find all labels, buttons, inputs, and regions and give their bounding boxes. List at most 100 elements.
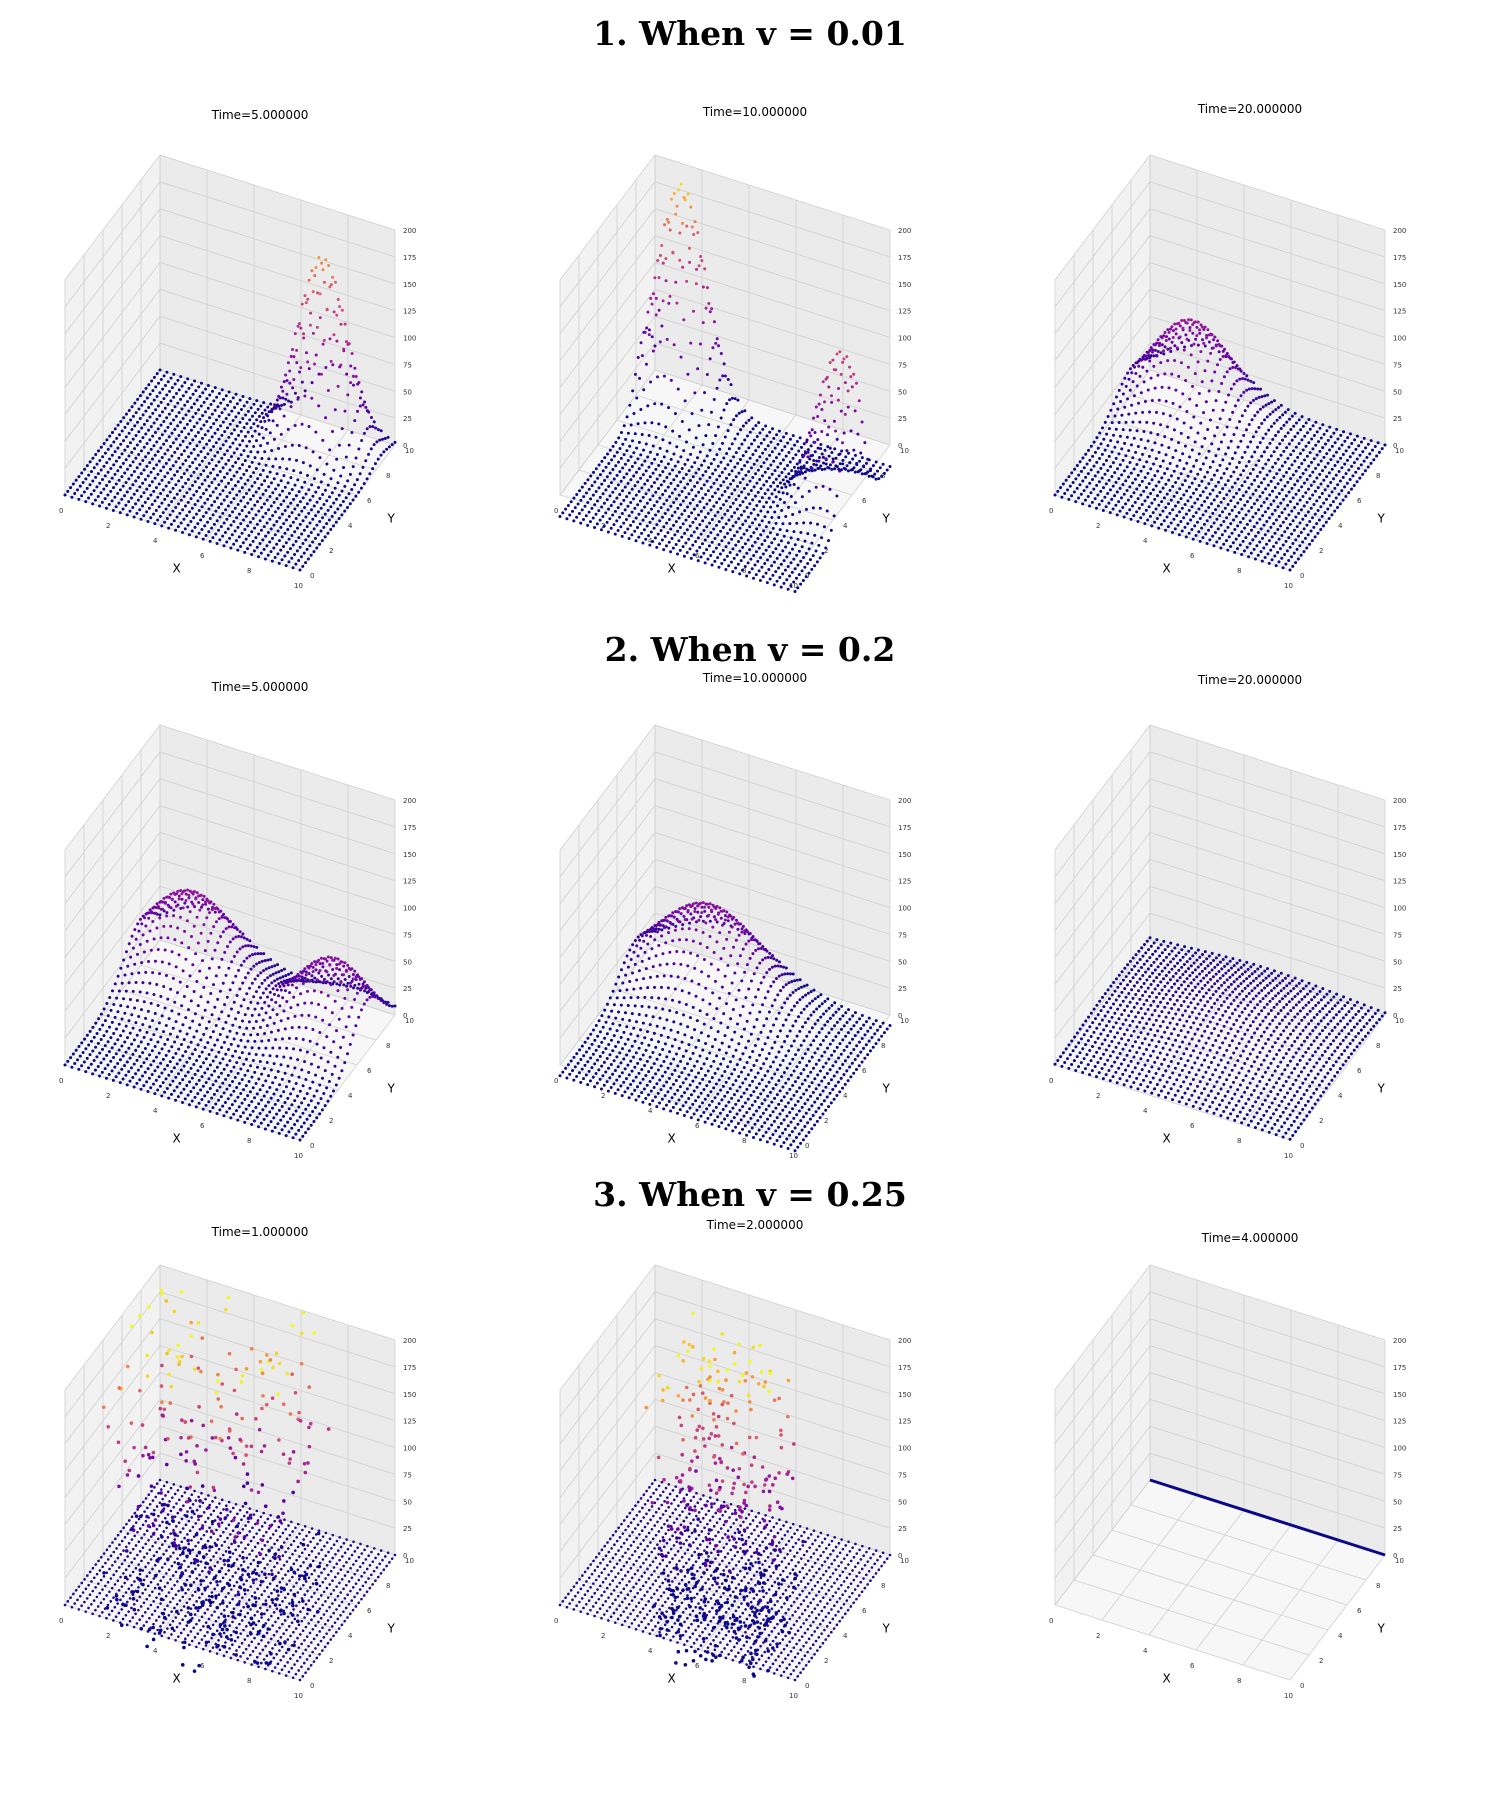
data-point [239, 935, 243, 939]
data-point [279, 1094, 283, 1098]
data-point [748, 456, 752, 460]
data-point [1219, 440, 1223, 444]
data-point [1250, 387, 1254, 391]
data-point [772, 583, 776, 587]
data-point [128, 998, 132, 1002]
data-point [696, 367, 700, 371]
data-point [117, 1048, 121, 1052]
data-point [234, 437, 238, 441]
data-point [138, 394, 142, 398]
data-point [268, 470, 272, 474]
data-point [583, 481, 587, 485]
data-point [305, 502, 309, 506]
data-point [268, 1016, 272, 1020]
data-point [749, 466, 753, 470]
data-point [691, 475, 695, 479]
data-point [1220, 381, 1224, 385]
data-point [797, 549, 801, 553]
data-point [1286, 456, 1290, 460]
data-point [206, 497, 210, 501]
data-point [196, 453, 200, 457]
data-point [1288, 500, 1292, 504]
data-point [282, 380, 286, 384]
data-point [1340, 466, 1344, 470]
data-point [1234, 537, 1238, 541]
data-point [243, 1045, 247, 1049]
data-point [348, 981, 352, 985]
data-point [668, 441, 672, 445]
data-point [273, 964, 277, 968]
data-point [1235, 426, 1239, 430]
data-point [310, 974, 314, 978]
data-point [1237, 533, 1241, 537]
data-point [733, 397, 737, 401]
data-point [233, 1049, 237, 1053]
data-point [756, 468, 760, 472]
data-point [224, 462, 228, 466]
data-point [1169, 521, 1173, 525]
data-point [1060, 495, 1064, 499]
data-point [1211, 511, 1215, 515]
data-point [210, 412, 214, 416]
data-point [142, 422, 146, 426]
data-point [761, 552, 765, 556]
data-point [206, 406, 210, 410]
data-point [266, 1100, 270, 1104]
data-point [668, 495, 672, 499]
data-point [1170, 372, 1174, 376]
data-point [1318, 495, 1322, 499]
data-point [1189, 518, 1193, 522]
data-point [311, 1080, 315, 1084]
data-point [580, 508, 584, 512]
data-point [1317, 440, 1321, 444]
data-point [284, 564, 288, 568]
data-point [1238, 520, 1242, 524]
data-point [1239, 473, 1243, 477]
data-point [342, 466, 346, 470]
data-point [689, 534, 693, 538]
data-point [1121, 392, 1125, 396]
data-point [185, 445, 189, 449]
data-point [690, 225, 694, 229]
data-point [294, 1037, 298, 1041]
data-point [168, 513, 172, 517]
data-point [1287, 513, 1291, 517]
data-point [1137, 364, 1141, 368]
data-point [1149, 354, 1153, 358]
data-point [1135, 361, 1139, 365]
data-point [70, 495, 74, 499]
data-point [216, 428, 220, 432]
data-point [139, 1008, 143, 1012]
data-point [716, 487, 720, 491]
data-point [181, 439, 185, 443]
data-point [329, 505, 333, 509]
data-point [205, 916, 209, 920]
data-point [629, 523, 633, 527]
data-point [245, 469, 249, 473]
data-point [630, 464, 634, 468]
data-point [278, 493, 282, 497]
x-tick-label: 4 [1143, 537, 1148, 545]
data-point [1186, 499, 1190, 503]
data-point [124, 412, 128, 416]
data-point [768, 577, 772, 581]
data-point [802, 454, 806, 458]
data-point [287, 1107, 291, 1111]
data-point [368, 425, 372, 429]
data-point [1211, 488, 1215, 492]
data-point [763, 539, 767, 543]
data-point [1229, 522, 1233, 526]
data-point [198, 463, 202, 467]
z-tick-label: 125 [403, 308, 416, 316]
data-point [247, 511, 251, 515]
data-point [271, 407, 275, 411]
data-point [1122, 515, 1126, 519]
data-point [330, 1011, 334, 1015]
data-point [207, 1100, 211, 1104]
data-point [319, 480, 323, 484]
data-point [622, 476, 626, 480]
data-point [1308, 474, 1312, 478]
data-point [263, 959, 267, 963]
data-point [1176, 476, 1180, 480]
